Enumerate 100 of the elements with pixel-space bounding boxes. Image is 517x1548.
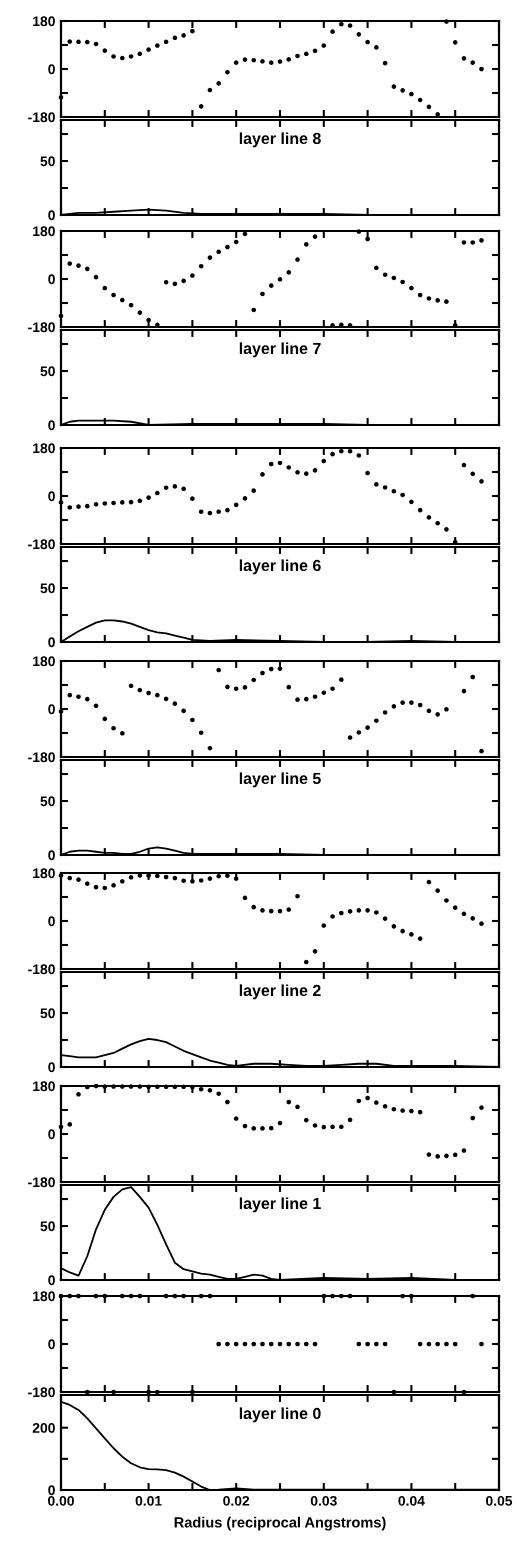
point bbox=[102, 1293, 108, 1299]
point bbox=[339, 677, 344, 682]
y-tick-label: 50 bbox=[40, 1008, 55, 1019]
point bbox=[444, 19, 449, 24]
y-tick-label: -180 bbox=[28, 322, 55, 333]
point bbox=[216, 249, 221, 255]
point bbox=[155, 692, 160, 698]
point bbox=[242, 496, 248, 501]
point bbox=[330, 29, 335, 34]
y-tick-label: 180 bbox=[33, 226, 55, 237]
point bbox=[198, 509, 204, 515]
point bbox=[312, 1341, 318, 1347]
y-tick-label: 0 bbox=[48, 274, 55, 285]
text: layer line 5 bbox=[239, 772, 321, 788]
point bbox=[461, 240, 467, 245]
point bbox=[400, 928, 405, 934]
point bbox=[155, 1084, 160, 1090]
y-tick-label: 0 bbox=[48, 64, 55, 75]
point bbox=[277, 908, 283, 914]
point bbox=[260, 472, 265, 477]
point bbox=[207, 876, 213, 881]
y-tick-label: -180 bbox=[28, 752, 55, 763]
point bbox=[470, 60, 476, 65]
point bbox=[347, 1293, 353, 1299]
y-tick-label: 0 bbox=[48, 1339, 55, 1350]
point bbox=[120, 1084, 125, 1089]
point bbox=[444, 1341, 449, 1347]
y-tick-label: -180 bbox=[28, 539, 55, 550]
point bbox=[242, 685, 248, 690]
y-tick-label: -180 bbox=[28, 1177, 55, 1188]
point bbox=[461, 1389, 467, 1395]
point bbox=[155, 1389, 160, 1395]
point bbox=[400, 1293, 405, 1299]
point bbox=[128, 54, 134, 59]
point bbox=[146, 317, 151, 323]
point bbox=[216, 1341, 221, 1347]
point bbox=[137, 873, 143, 878]
point bbox=[67, 505, 73, 510]
point bbox=[444, 299, 449, 304]
point bbox=[400, 279, 405, 285]
point bbox=[128, 1084, 134, 1089]
point bbox=[120, 297, 125, 303]
point bbox=[225, 1099, 230, 1105]
point bbox=[268, 283, 274, 288]
point bbox=[295, 257, 300, 262]
y-tick-label: 0 bbox=[48, 491, 55, 502]
point bbox=[111, 292, 116, 298]
x-tick-label: 0.04 bbox=[398, 1495, 425, 1506]
point bbox=[330, 451, 335, 457]
x-tick-label: 0.01 bbox=[135, 1495, 162, 1506]
point bbox=[155, 43, 160, 48]
point bbox=[58, 313, 64, 319]
point bbox=[207, 255, 213, 260]
point bbox=[452, 905, 458, 910]
point bbox=[225, 1341, 230, 1347]
point bbox=[409, 932, 414, 937]
point bbox=[120, 1293, 125, 1299]
y-tick-label: 50 bbox=[40, 796, 55, 807]
point bbox=[277, 1341, 283, 1347]
point bbox=[330, 686, 335, 692]
point bbox=[374, 265, 379, 271]
point bbox=[155, 873, 160, 879]
point bbox=[321, 1293, 327, 1299]
point bbox=[277, 59, 283, 64]
point bbox=[207, 1293, 213, 1299]
point bbox=[365, 39, 370, 45]
point bbox=[84, 266, 90, 272]
y-tick-label: -180 bbox=[28, 1387, 55, 1398]
point bbox=[242, 1341, 248, 1347]
point bbox=[216, 667, 221, 673]
point bbox=[198, 730, 204, 736]
y-tick-label: 0 bbox=[48, 1485, 55, 1496]
point bbox=[260, 1341, 265, 1347]
point bbox=[461, 56, 467, 61]
point bbox=[251, 904, 257, 910]
point bbox=[444, 706, 449, 712]
point bbox=[251, 1126, 257, 1131]
point bbox=[260, 670, 265, 676]
point bbox=[470, 916, 476, 921]
text: layer line 8 bbox=[239, 132, 321, 148]
y-tick-label: -180 bbox=[28, 112, 55, 123]
point bbox=[365, 1341, 370, 1347]
point bbox=[251, 488, 257, 493]
point bbox=[479, 238, 484, 243]
point bbox=[102, 48, 108, 53]
point bbox=[260, 291, 265, 297]
y-tick-label: 0 bbox=[48, 704, 55, 715]
point bbox=[391, 924, 397, 929]
point bbox=[286, 907, 292, 912]
point bbox=[391, 275, 397, 281]
point bbox=[242, 57, 248, 62]
x-axis-title: Radius (reciprocal Angstroms) bbox=[174, 1516, 386, 1531]
y-tick-label: 50 bbox=[40, 366, 55, 377]
point bbox=[67, 1122, 73, 1127]
point bbox=[312, 48, 318, 54]
point bbox=[391, 1389, 397, 1395]
point bbox=[128, 499, 134, 505]
point bbox=[295, 1341, 300, 1347]
point bbox=[356, 730, 362, 735]
point bbox=[339, 1293, 344, 1299]
